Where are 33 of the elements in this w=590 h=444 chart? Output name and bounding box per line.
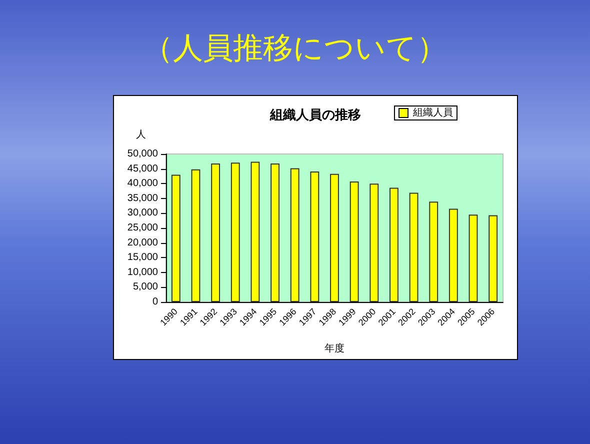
bar (488, 215, 498, 302)
y-tick-label: 30,000 (127, 208, 158, 219)
bar (270, 163, 280, 302)
bar (468, 214, 478, 302)
bar (171, 174, 180, 302)
y-tick-label: 0 (152, 296, 158, 308)
bar (350, 182, 359, 302)
bar (429, 202, 438, 302)
y-tick-label: 50,000 (127, 148, 158, 160)
y-tick-label: 10,000 (127, 266, 158, 278)
bar (290, 168, 300, 302)
y-axis-title: 人 (136, 130, 146, 140)
bar (409, 192, 418, 302)
legend-label: 組織人員 (412, 106, 453, 118)
y-tick-label: 15,000 (127, 252, 158, 264)
bar (250, 162, 260, 302)
chart-subtitle: （人員推移について） (142, 30, 448, 68)
x-axis-title: 年度 (324, 342, 344, 354)
bar (390, 188, 398, 302)
y-tick-label: 40,000 (127, 178, 158, 190)
chart-title: 組織人員の推移 (269, 107, 361, 123)
bar (310, 171, 320, 302)
bar (230, 162, 240, 302)
y-tick-label: 35,000 (127, 192, 158, 204)
y-tick-label: 45,000 (127, 163, 158, 174)
y-tick-label: 25,000 (127, 222, 158, 234)
bar (448, 208, 458, 302)
y-tick-label: 5,000 (132, 282, 158, 293)
bar (211, 163, 220, 302)
bar (330, 174, 339, 302)
bar (370, 184, 379, 302)
bar (191, 169, 200, 302)
y-tick-label: 20,000 (127, 237, 158, 248)
